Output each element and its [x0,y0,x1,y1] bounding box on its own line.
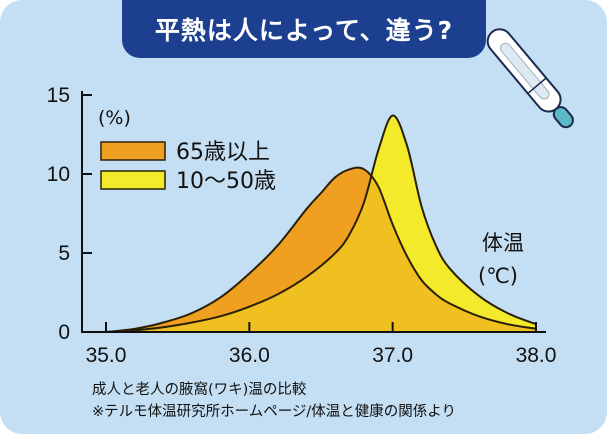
footer-caption: 成人と老人の腋窩(ワキ)温の比較 [92,382,307,398]
legend-swatch-10-50 [100,170,166,190]
legend-label-10-50: 10〜50歳 [176,169,276,194]
footer-source: ※テルモ体温研究所ホームページ/体温と健康の関係より [92,404,457,420]
legend-label-65: 65歳以上 [176,140,270,165]
x-tick-label: 35.0 [86,344,127,367]
y-tick-label: 5 [58,242,70,265]
y-unit-label: (%) [98,107,131,129]
axis-title-line1: 体温 [482,231,524,255]
y-tick-label: 15 [47,84,70,107]
y-tick-label: 10 [47,163,70,186]
x-tick-label: 36.0 [229,344,270,367]
y-tick-label: 0 [58,321,70,344]
title-banner: 平熱は人によって、違う? [122,0,486,58]
axis-title-line2: (℃) [478,264,518,288]
line-series-65 [105,166,537,333]
legend-swatch-65 [100,141,166,161]
x-tick-label: 37.0 [372,344,413,367]
thermometer-icon [486,28,574,129]
chart-title: 平熱は人によって、違う? [154,16,454,45]
x-tick-label: 38.0 [516,344,557,367]
